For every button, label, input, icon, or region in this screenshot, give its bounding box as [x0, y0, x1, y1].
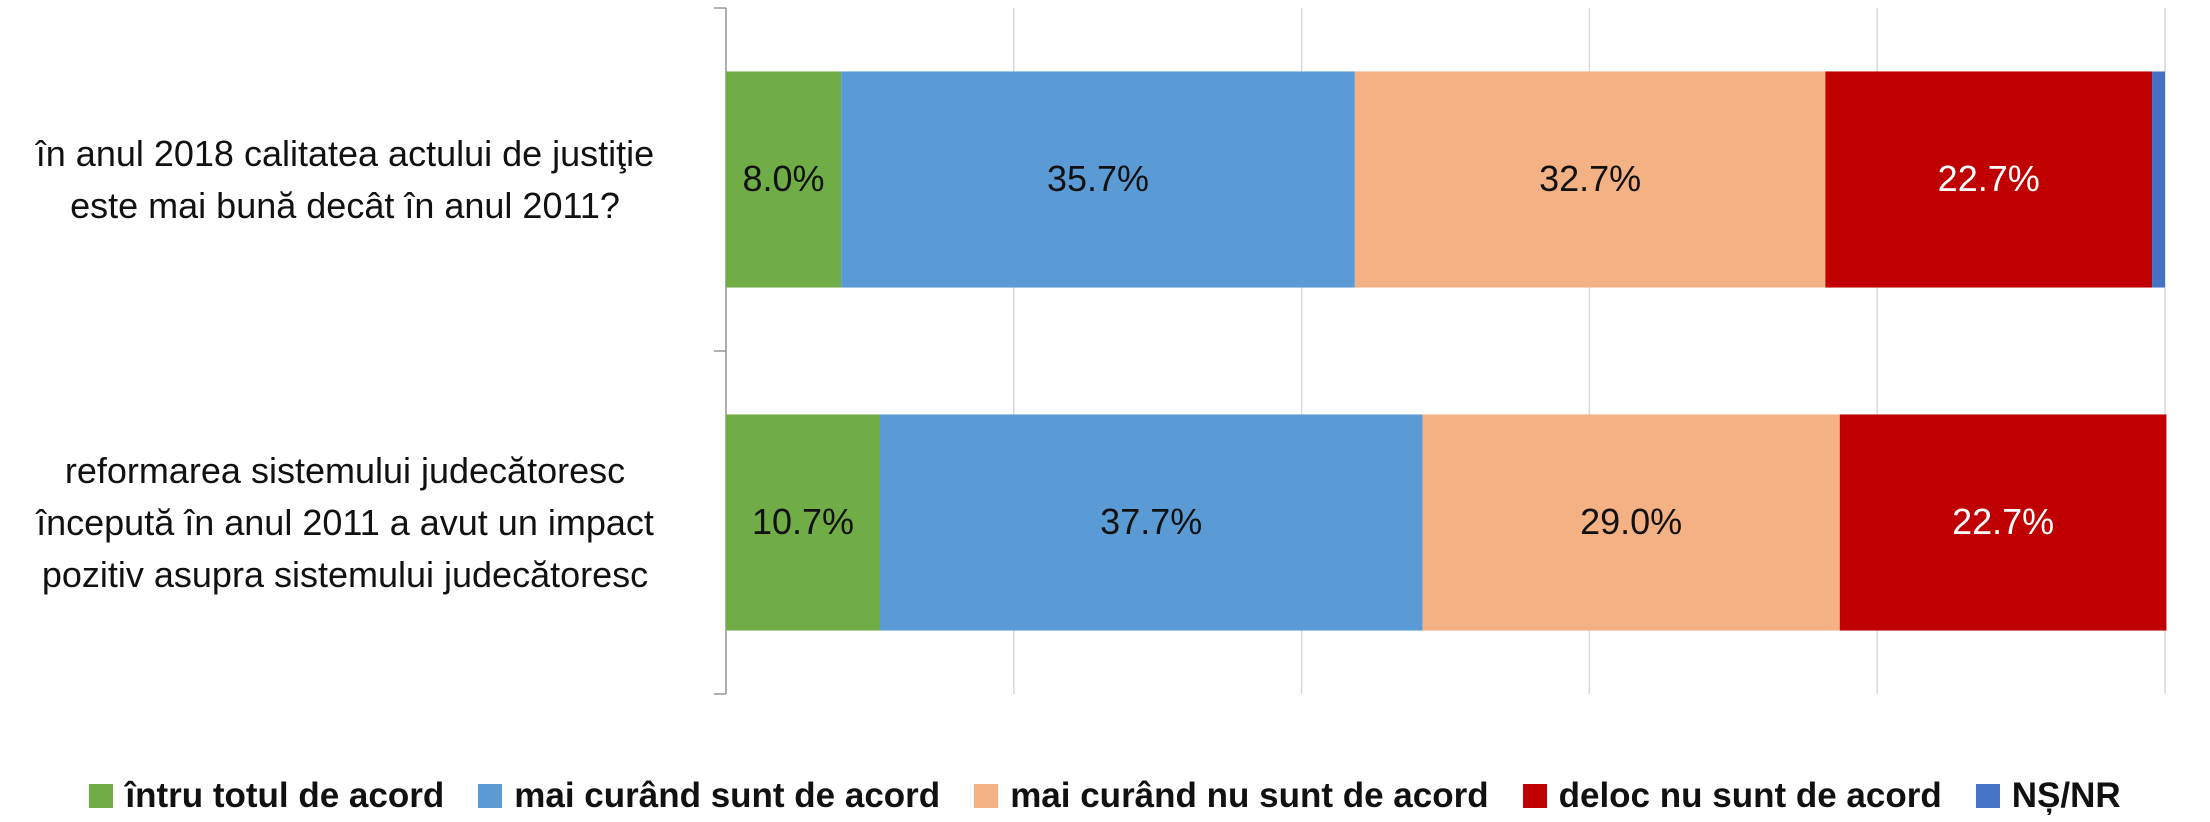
category-label: reformarea sistemului judecătoresc încep…: [36, 449, 654, 595]
bar-segment: [1422, 414, 1840, 631]
legend-swatch: [1522, 784, 1547, 808]
data-label: 22.7%: [1938, 158, 2040, 199]
bar-segment: [726, 414, 880, 631]
data-label: 8.0%: [743, 158, 825, 199]
legend-item: mai curând sunt de acord: [478, 776, 940, 816]
legend-swatch: [1975, 784, 2000, 808]
legend-item: deloc nu sunt de acord: [1522, 776, 1942, 816]
bar-segment: [2152, 71, 2165, 288]
legend-label: mai curând sunt de acord: [514, 776, 941, 815]
category-label: în anul 2018 calitatea actului de justiţ…: [35, 132, 655, 226]
legend-label: întru totul de acord: [125, 776, 445, 815]
legend-swatch: [478, 784, 503, 808]
bar-segment: [1354, 71, 1826, 288]
bar-segment: [726, 71, 842, 288]
legend-label: NȘ/NR: [2011, 776, 2121, 815]
legend-swatch: [89, 784, 114, 808]
data-label: 29.0%: [1580, 501, 1682, 542]
legend-item: mai curând nu sunt de acord: [974, 776, 1489, 816]
legend: întru totul de acord mai curând sunt de a…: [0, 776, 2210, 816]
data-label: 10.7%: [752, 501, 854, 542]
legend-label: deloc nu sunt de acord: [1558, 776, 1942, 815]
data-label: 37.7%: [1100, 501, 1202, 542]
data-label: 22.7%: [1952, 501, 2054, 542]
legend-item: întru totul de acord: [89, 776, 444, 816]
legend-item: NȘ/NR: [1975, 776, 2121, 816]
bar-segment: [841, 71, 1355, 288]
data-label: 35.7%: [1047, 158, 1149, 199]
legend-label: mai curând nu sunt de acord: [1010, 776, 1489, 815]
bar-segment: [1839, 414, 2167, 631]
legend-swatch: [974, 784, 999, 808]
bar-segment: [879, 414, 1423, 631]
data-label: 32.7%: [1539, 158, 1641, 199]
bar-segment: [1825, 71, 2153, 288]
